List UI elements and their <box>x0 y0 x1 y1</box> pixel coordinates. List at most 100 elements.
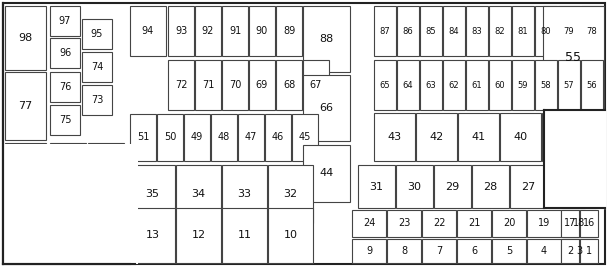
Bar <box>5 210 46 237</box>
Text: 8: 8 <box>401 246 407 256</box>
Bar <box>130 165 175 223</box>
Text: 37: 37 <box>61 181 75 191</box>
Text: 47: 47 <box>245 132 257 143</box>
Text: 82: 82 <box>495 26 505 36</box>
Bar <box>5 197 46 229</box>
Bar <box>443 6 465 56</box>
Text: 25: 25 <box>18 211 33 221</box>
Text: 70: 70 <box>229 80 241 90</box>
Bar <box>466 60 488 110</box>
Bar <box>195 60 221 110</box>
Bar <box>130 6 166 56</box>
Text: 72: 72 <box>174 80 187 90</box>
Text: 64: 64 <box>402 80 413 89</box>
Text: 86: 86 <box>402 26 413 36</box>
Bar <box>580 210 598 237</box>
Bar <box>222 6 248 56</box>
Bar <box>303 145 350 202</box>
Text: 49: 49 <box>191 132 203 143</box>
Text: 40: 40 <box>513 132 528 142</box>
Bar <box>422 239 456 263</box>
Text: 29: 29 <box>446 182 460 191</box>
Bar <box>420 60 442 110</box>
Bar <box>466 6 488 56</box>
Text: 85: 85 <box>426 26 437 36</box>
Bar <box>5 232 46 263</box>
Bar <box>458 113 499 161</box>
Bar <box>352 239 386 263</box>
Bar <box>50 165 86 207</box>
Text: 83: 83 <box>472 26 482 36</box>
Text: 81: 81 <box>517 26 528 36</box>
Bar <box>420 6 442 56</box>
Text: 93: 93 <box>175 26 187 36</box>
Text: 73: 73 <box>91 95 103 105</box>
Bar <box>130 208 175 263</box>
Text: 87: 87 <box>379 26 390 36</box>
Text: 30: 30 <box>407 182 421 191</box>
Text: 54: 54 <box>18 163 33 173</box>
Text: 90: 90 <box>256 26 268 36</box>
Text: 91: 91 <box>229 26 241 36</box>
Text: 15: 15 <box>18 242 32 253</box>
Text: 89: 89 <box>283 26 295 36</box>
Bar <box>443 60 465 110</box>
Bar <box>82 19 112 49</box>
Bar <box>130 114 156 161</box>
Bar <box>396 165 433 208</box>
Text: 75: 75 <box>59 115 71 125</box>
Text: 25: 25 <box>18 241 33 252</box>
Bar <box>50 193 126 263</box>
Text: 22: 22 <box>433 218 445 229</box>
Text: 95: 95 <box>91 29 103 39</box>
Text: 25: 25 <box>18 208 33 218</box>
Bar <box>5 165 46 207</box>
Text: 39: 39 <box>556 132 570 142</box>
Text: 13: 13 <box>145 230 159 241</box>
Bar <box>88 143 124 193</box>
Text: 6: 6 <box>471 246 477 256</box>
Bar <box>88 197 124 230</box>
Text: 17: 17 <box>564 218 576 229</box>
Text: 31: 31 <box>370 182 384 191</box>
Bar <box>176 208 221 263</box>
Text: 5: 5 <box>506 246 512 256</box>
Bar <box>50 143 86 193</box>
Bar <box>222 208 267 263</box>
Bar <box>581 60 603 110</box>
Text: 38: 38 <box>18 209 33 218</box>
Text: 11: 11 <box>238 230 252 241</box>
Bar <box>562 210 596 237</box>
Text: 48: 48 <box>218 132 230 143</box>
Text: 26: 26 <box>559 182 573 191</box>
Bar <box>374 113 415 161</box>
Bar <box>457 239 491 263</box>
Text: 80: 80 <box>541 26 551 36</box>
Bar <box>500 113 541 161</box>
Bar <box>512 6 534 56</box>
Bar <box>5 143 46 193</box>
Text: 96: 96 <box>59 48 71 58</box>
Bar <box>5 200 46 232</box>
Text: 28: 28 <box>483 182 497 191</box>
Bar <box>238 114 264 161</box>
Bar <box>265 114 291 161</box>
Bar <box>292 114 318 161</box>
Text: 62: 62 <box>449 80 459 89</box>
Bar <box>352 210 386 237</box>
Text: 1: 1 <box>586 246 592 256</box>
Text: 2: 2 <box>567 246 573 256</box>
Text: 19: 19 <box>538 218 550 229</box>
Bar <box>249 6 275 56</box>
Text: 25: 25 <box>18 218 33 229</box>
Bar <box>562 239 596 263</box>
Bar <box>5 239 46 263</box>
Text: 77: 77 <box>18 101 33 111</box>
Text: 78: 78 <box>587 26 598 36</box>
Bar <box>581 6 603 56</box>
Text: 66: 66 <box>319 103 334 113</box>
Bar <box>303 6 350 72</box>
Bar <box>222 165 267 223</box>
Text: 69: 69 <box>256 80 268 90</box>
Text: 36: 36 <box>99 209 113 218</box>
